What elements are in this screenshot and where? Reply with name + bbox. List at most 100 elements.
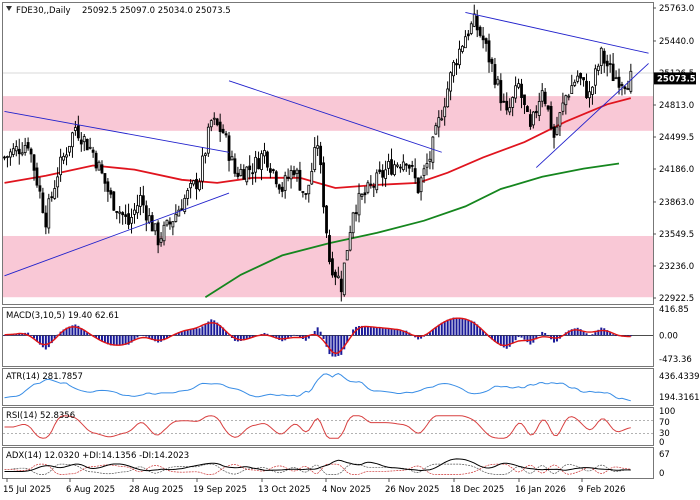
macd-bar [520,335,523,338]
macd-bar [263,332,266,336]
macd-bar [304,335,307,341]
rsi-label: RSI(14) 52.8356 [6,411,75,421]
macd-bar [440,322,443,336]
candle-body [91,149,95,153]
macd-bar [30,335,33,336]
candle-body [487,40,491,63]
trendline [465,11,649,54]
macd-bar [496,335,499,344]
macd-bar [95,335,98,338]
candle-body [558,112,562,127]
candle-body [319,145,323,166]
candle-body [68,145,71,153]
candle-body [165,219,169,226]
macd-bar [53,335,56,339]
macd-bar [467,319,470,336]
macd-bar [242,335,245,341]
macd-bar [452,317,455,336]
candle-body [292,170,296,176]
macd-bar [136,335,139,338]
macd-bar [458,317,461,336]
candle-body [147,215,151,223]
macd-bar [177,332,180,336]
candle-body [434,125,438,135]
price-tick-label: 23236.0 [659,262,694,272]
candle-body [620,84,624,86]
macd-bar [127,335,130,345]
candle-body [3,156,6,159]
candle-body [26,142,30,149]
macd-bar [298,335,301,338]
macd-bar [248,335,251,339]
price-tick-label: 24499.5 [659,133,694,143]
time-tick-label: 13 Oct 2025 [258,485,311,495]
macd-bar [502,335,505,348]
candle-body [8,151,12,158]
candle-body [263,150,266,157]
indicator-tick-label: 0 [659,438,664,448]
macd-bar [71,325,74,336]
candle-body [331,258,334,276]
candle-body [189,183,193,189]
macd-bar [358,326,361,336]
macd-bar [366,326,369,336]
candle-body [339,278,343,293]
candle-body [588,91,591,99]
candle-body [552,126,556,138]
macd-bar [124,335,127,345]
candle-body [313,147,317,171]
candle-body [130,216,133,224]
macd-bar [499,335,502,346]
atr-line [4,373,631,402]
candle-body [218,121,222,132]
macd-bar [420,335,423,339]
candle-body [11,148,15,155]
macd-bar [307,335,310,339]
candle-body [596,65,600,71]
candle-body [363,192,367,196]
candle-body [295,169,299,175]
candle-body [446,88,450,108]
candle-body [251,172,255,175]
candle-body [384,169,388,179]
macd-bar [118,335,121,346]
candle-body [461,45,464,52]
candle-body [109,190,113,195]
indicator-tick-label: 436.4339 [659,372,700,382]
adx-line [4,458,631,472]
candle-body [168,221,172,225]
macd-bar [192,328,195,336]
macd-bar [163,335,166,341]
candle-body [115,211,119,213]
candle-body [475,15,479,31]
candle-body [76,125,80,139]
candle-body [304,193,308,195]
candle-body [416,177,420,194]
candle-body [567,95,571,98]
macd-bar [612,334,615,336]
candle-body [585,80,588,99]
candle-body [372,185,376,188]
candle-body [466,33,470,37]
macd-bar [139,335,142,336]
candle-body [198,181,201,191]
candle-body [82,136,86,143]
candle-body [455,63,458,66]
candle-body [540,90,544,102]
macd-bar [479,327,482,336]
macd-bar [343,335,346,350]
candle-body [629,70,633,92]
macd-bar [476,324,479,336]
macd-bar [27,332,30,336]
macd-bar [402,330,405,336]
candle-body [325,205,328,234]
candle-body [490,58,494,64]
candle-body [333,271,337,278]
macd-bar [18,333,21,336]
candle-body [242,169,246,180]
collapse-triangle-icon[interactable] [6,6,12,11]
candle-body [6,156,9,158]
macd-bar [151,335,154,340]
trendline [4,110,230,153]
